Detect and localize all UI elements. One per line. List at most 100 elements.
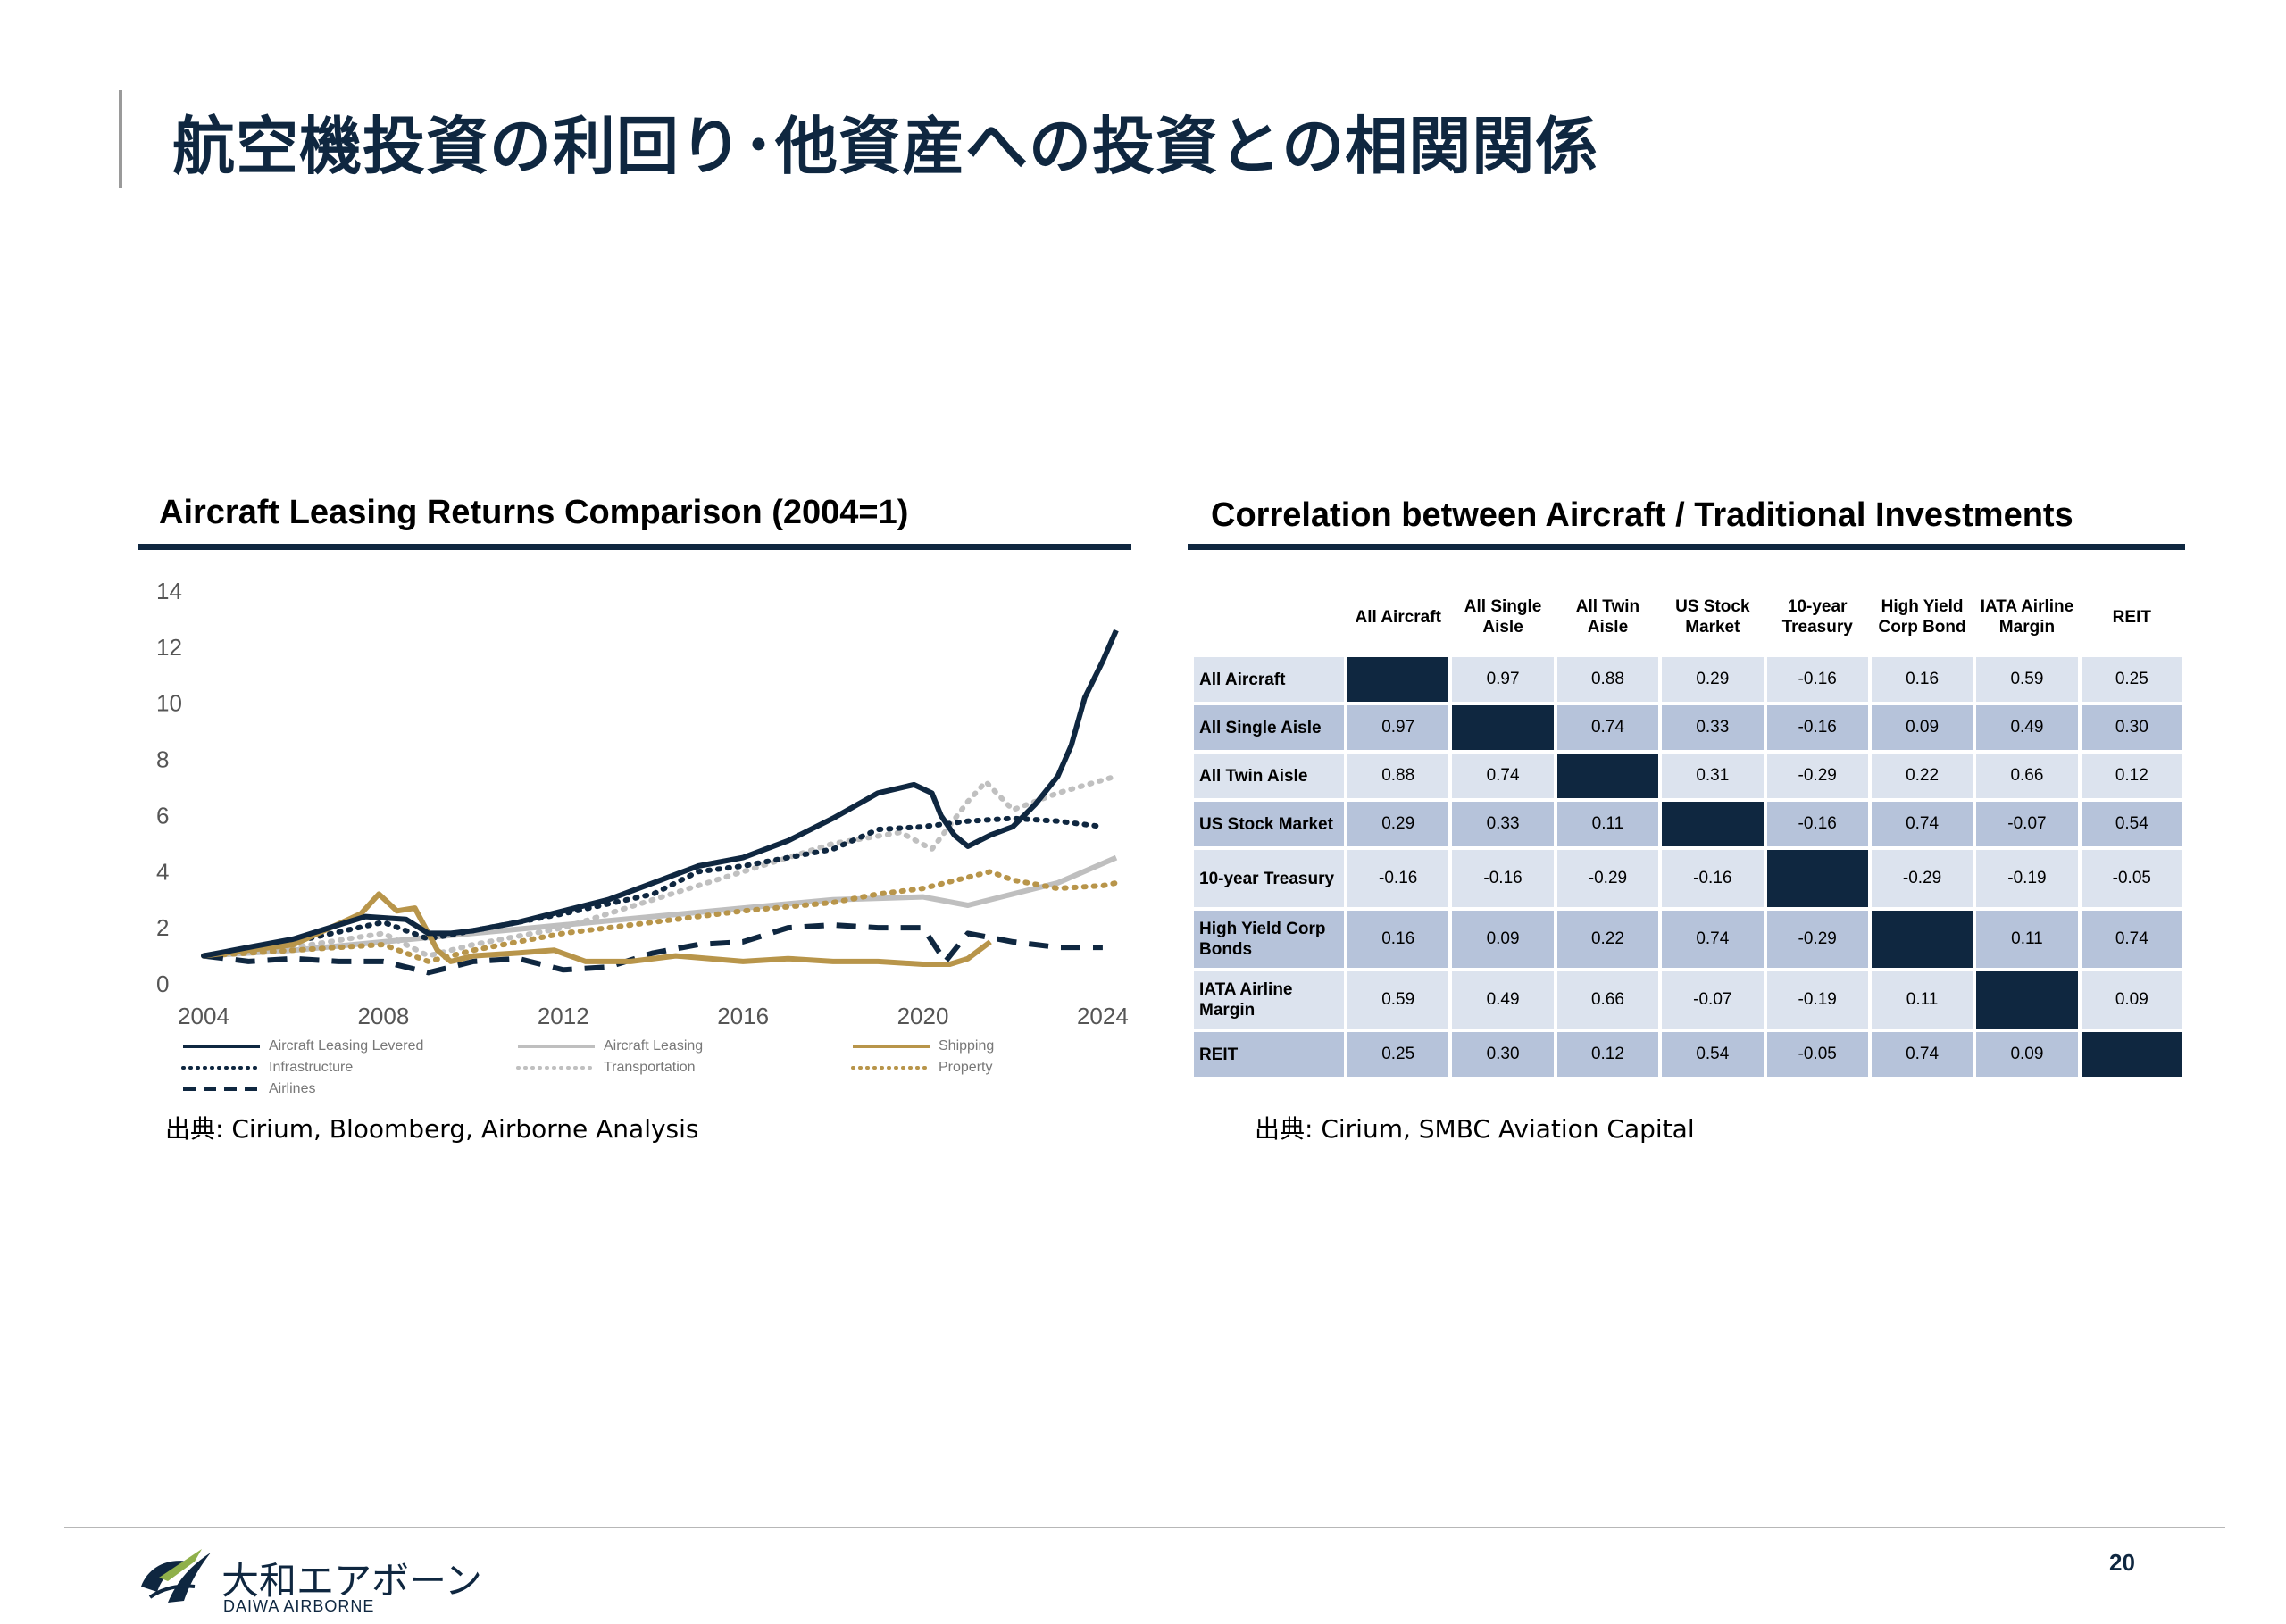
correlation-cell: 0.74 <box>1662 911 1764 968</box>
legend-label: Aircraft Leasing Levered <box>269 1038 424 1054</box>
correlation-cell: 0.25 <box>1347 1032 1449 1077</box>
column-header: All Twin Aisle <box>1575 597 1640 637</box>
y-tick-label: 8 <box>156 746 169 773</box>
diagonal-cell <box>1556 754 1659 798</box>
series-line-aircraft-leasing <box>203 854 1118 959</box>
row-header: 10-year Treasury <box>1194 850 1344 907</box>
legend-item: Airlines <box>181 1081 315 1097</box>
row-header: High Yield Corp Bonds <box>1194 911 1344 968</box>
y-tick-label: 2 <box>156 914 169 941</box>
legend-swatch <box>183 1087 260 1091</box>
legend-label: Transportation <box>604 1060 696 1075</box>
table-row: All Aircraft 0.97 0.88 0.29 -0.16 0.16 0.59 0.2… <box>1194 657 2182 702</box>
correlation-cell: 0.29 <box>1662 657 1764 702</box>
x-tick-label: 2016 <box>717 1003 769 1029</box>
legend-swatch <box>183 1045 260 1048</box>
table-row: IATA Airline Margin 0.59 0.49 0.66 -0.07 -0.1… <box>1194 971 2182 1029</box>
correlation-cell: -0.16 <box>1766 802 1868 846</box>
correlation-cell: 0.11 <box>1871 971 1973 1029</box>
diagonal-cell <box>1766 850 1868 907</box>
correlation-cell: 0.49 <box>1452 971 1554 1029</box>
series-line-aircraft-leasing-levered <box>203 629 1119 959</box>
row-header: All Single Aisle <box>1194 705 1344 750</box>
correlation-table: All Aircraft All Single Aisle All Twin Ais… <box>1190 577 2186 1080</box>
column-header: High Yield Corp Bond <box>1878 597 1966 637</box>
correlation-cell: -0.16 <box>1766 657 1868 702</box>
correlation-cell: 0.22 <box>1871 754 1973 798</box>
correlation-cell: 0.25 <box>2081 657 2182 702</box>
correlation-cell: -0.16 <box>1452 850 1554 907</box>
diagonal-cell <box>1347 657 1449 702</box>
correlation-cell: 0.66 <box>1556 971 1659 1029</box>
chart-title-rule <box>138 544 1131 550</box>
correlation-cell: -0.29 <box>1871 850 1973 907</box>
diagonal-cell <box>1452 705 1554 750</box>
legend-item: Transportation <box>516 1060 696 1076</box>
legend-swatch <box>181 1066 262 1070</box>
x-tick-label: 2024 <box>1077 1003 1129 1029</box>
footer-rule <box>64 1527 2225 1528</box>
table-corner <box>1194 580 1344 654</box>
correlation-cell: 0.31 <box>1662 754 1764 798</box>
column-header: 10-year Treasury <box>1781 597 1853 637</box>
correlation-cell: 0.74 <box>1871 1032 1973 1077</box>
column-header: All Single Aisle <box>1464 597 1542 637</box>
table-row: US Stock Market 0.29 0.33 0.11 -0.16 0.74 -0.0… <box>1194 802 2182 846</box>
correlation-cell: 0.11 <box>1976 911 2078 968</box>
legend-label: Airlines <box>269 1081 316 1096</box>
correlation-cell: 0.74 <box>1556 705 1659 750</box>
page-title: 航空機投資の利回り･他資産への投資との相関関係 <box>172 110 1599 183</box>
correlation-cell: 0.33 <box>1452 802 1554 846</box>
legend-swatch <box>853 1045 930 1048</box>
table-row: All Single Aisle 0.97 0.74 0.33 -0.16 0.09 0.4… <box>1194 705 2182 750</box>
legend-item: Shipping <box>851 1038 994 1054</box>
correlation-cell: 0.09 <box>1976 1032 2078 1077</box>
correlation-cell: 0.97 <box>1347 705 1449 750</box>
x-tick-label: 2004 <box>178 1003 229 1029</box>
correlation-panel-title: Correlation between Aircraft / Tradition… <box>1211 496 2073 534</box>
table-row: 10-year Treasury -0.16 -0.16 -0.29 -0.16 -0.2… <box>1194 850 2182 907</box>
correlation-cell: -0.19 <box>1976 850 2078 907</box>
legend-item: Infrastructure <box>181 1060 353 1076</box>
chart-legend: Aircraft Leasing Levered Aircraft Leasing… <box>181 1038 1074 1103</box>
legend-swatch <box>851 1066 931 1070</box>
series-line-shipping <box>203 891 992 967</box>
diagonal-cell <box>1976 971 2078 1029</box>
diagonal-cell <box>1871 911 1973 968</box>
diagonal-cell <box>2081 1032 2182 1077</box>
legend-label: Aircraft Leasing <box>604 1038 704 1054</box>
table-row: All Twin Aisle 0.88 0.74 0.31 -0.29 0.22 0.66 0… <box>1194 754 2182 798</box>
chart-source: 出典: Cirium, Bloomberg, Airborne Analysis <box>165 1114 699 1144</box>
column-header: IATA Airline Margin <box>1980 597 2074 637</box>
legend-item: Property <box>851 1060 992 1076</box>
correlation-cell: 0.88 <box>1347 754 1449 798</box>
correlation-cell: -0.05 <box>1766 1032 1868 1077</box>
legend-swatch <box>516 1066 597 1070</box>
y-tick-label: 4 <box>156 858 169 885</box>
correlation-cell: 0.29 <box>1347 802 1449 846</box>
correlation-cell: 0.12 <box>1556 1032 1659 1077</box>
title-accent-bar <box>119 90 122 188</box>
correlation-cell: 0.74 <box>2081 911 2182 968</box>
diagonal-cell <box>1662 802 1764 846</box>
correlation-cell: -0.16 <box>1347 850 1449 907</box>
table-row: High Yield Corp Bonds 0.16 0.09 0.22 0.74 -0.… <box>1194 911 2182 968</box>
column-header: All Aircraft <box>1355 607 1441 627</box>
correlation-cell: 0.66 <box>1976 754 2078 798</box>
correlation-cell: 0.16 <box>1347 911 1449 968</box>
y-tick-label: 6 <box>156 802 169 829</box>
y-tick-label: 14 <box>156 578 182 604</box>
series-line-airlines <box>203 922 1103 976</box>
series-line-infrastructure <box>201 815 1105 959</box>
returns-line-chart: 0 2 4 6 8 10 12 14 2004 2008 2012 2016 2020 2024 <box>156 578 1129 1029</box>
correlation-cell: -0.16 <box>1766 705 1868 750</box>
correlation-title-rule <box>1188 544 2185 550</box>
correlation-cell: 0.74 <box>1452 754 1554 798</box>
row-header: IATA Airline Margin <box>1194 971 1344 1029</box>
correlation-cell: -0.29 <box>1556 850 1659 907</box>
correlation-cell: 0.30 <box>2081 705 2182 750</box>
x-tick-label: 2012 <box>538 1003 589 1029</box>
column-header: REIT <box>2112 607 2151 627</box>
correlation-cell: 0.33 <box>1662 705 1764 750</box>
row-header: US Stock Market <box>1194 802 1344 846</box>
